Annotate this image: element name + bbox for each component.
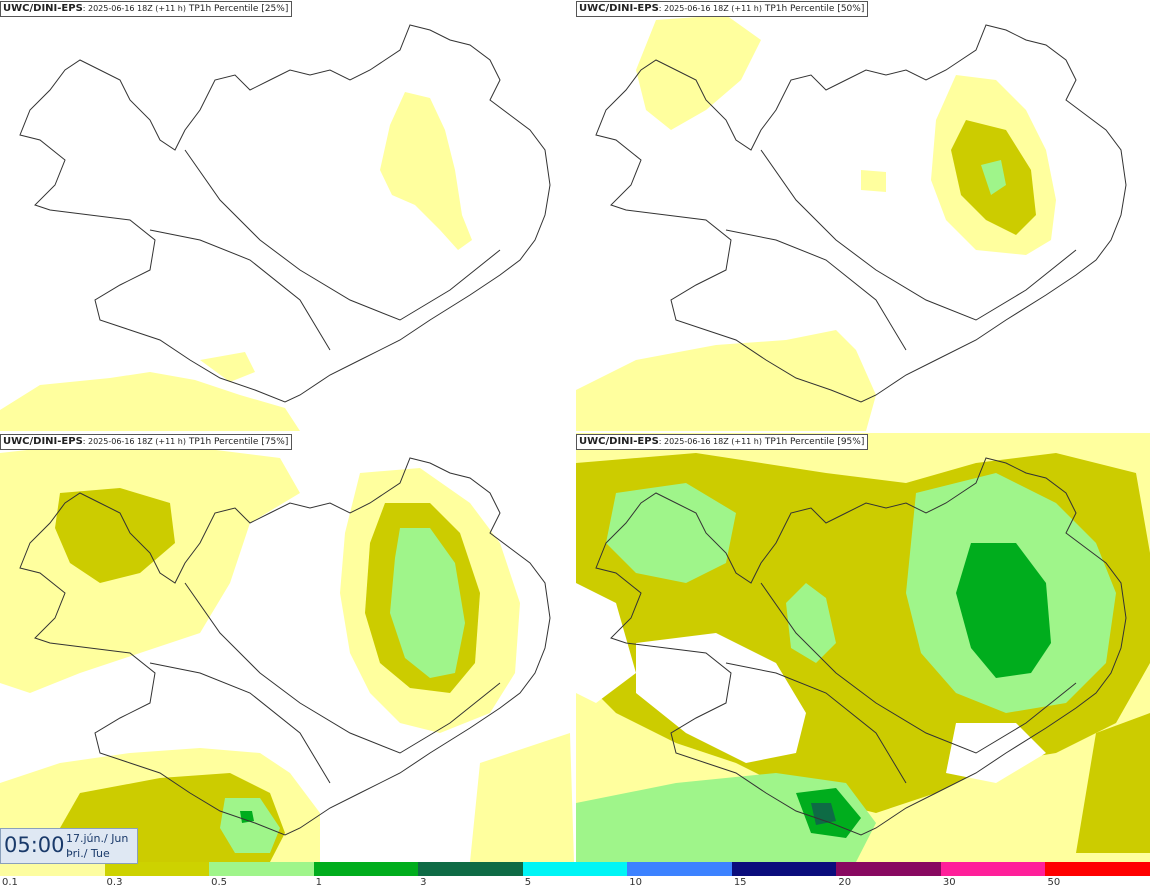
- panel-title: UWC/DINI-EPS: 2025-06-16 18Z (+11 h) TP1…: [0, 434, 293, 450]
- map-panel-p75: UWC/DINI-EPS: 2025-06-16 18Z (+11 h) TP1…: [0, 433, 574, 862]
- legend-label: 0.5: [211, 877, 227, 888]
- legend-swatch: [731, 862, 838, 876]
- legend-swatch: [209, 862, 315, 876]
- iceland-coastline: [19, 457, 551, 836]
- map-panel-p95: UWC/DINI-EPS: 2025-06-16 18Z (+11 h) TP1…: [576, 433, 1150, 862]
- legend-swatch: [313, 862, 420, 876]
- legend-label: 5: [524, 877, 532, 888]
- legend-label: 20: [838, 877, 852, 888]
- legend-label: 0.1: [2, 877, 18, 888]
- iceland-coastline: [595, 457, 1127, 836]
- legend-label: 1: [315, 877, 322, 888]
- legend-swatch: [0, 862, 106, 876]
- iceland-coastline: [595, 24, 1127, 403]
- legend-label: 50: [1047, 877, 1061, 888]
- iceland-coastline: [19, 24, 551, 403]
- legend-label: 30: [942, 877, 956, 888]
- legend-swatch: [940, 862, 1047, 876]
- map-panel-p50: UWC/DINI-EPS: 2025-06-16 18Z (+11 h) TP1…: [576, 0, 1150, 431]
- precip-fill: [576, 15, 1056, 431]
- valid-time-date: 17.jún./ Jun Þri./ Tue: [66, 832, 129, 860]
- precip-fill: [0, 92, 472, 431]
- legend-label: 3: [420, 877, 427, 888]
- precip-map: [576, 15, 1127, 431]
- legend-swatch: [836, 862, 942, 876]
- precip-color-legend: 0.1 0.3 0.5 1 3 5 10 15 20 30 50: [0, 862, 1150, 891]
- map-panel-p25: UWC/DINI-EPS: 2025-06-16 18Z (+11 h) TP1…: [0, 0, 574, 431]
- legend-label: 10: [629, 877, 642, 888]
- valid-time-box: 05:00 17.jún./ Jun Þri./ Tue: [0, 828, 138, 864]
- panel-title: UWC/DINI-EPS: 2025-06-16 18Z (+11 h) TP1…: [576, 1, 869, 17]
- valid-time-clock: 05:00: [4, 833, 65, 857]
- precip-map: [0, 24, 551, 431]
- legend-swatch: [1045, 862, 1150, 876]
- legend-swatch: [418, 862, 524, 876]
- legend-swatch: [627, 862, 733, 876]
- panel-divider: [574, 0, 576, 862]
- legend-swatch: [522, 862, 629, 876]
- precip-fill: [576, 433, 1150, 862]
- precip-fill: [0, 443, 574, 862]
- precip-map: [0, 443, 574, 862]
- panel-title: UWC/DINI-EPS: 2025-06-16 18Z (+11 h) TP1…: [576, 434, 869, 450]
- legend-label: 15: [733, 877, 747, 888]
- legend-swatch: [104, 862, 211, 876]
- precip-map: [576, 433, 1150, 862]
- legend-label: 0.3: [106, 877, 123, 888]
- panel-title: UWC/DINI-EPS: 2025-06-16 18Z (+11 h) TP1…: [0, 1, 293, 17]
